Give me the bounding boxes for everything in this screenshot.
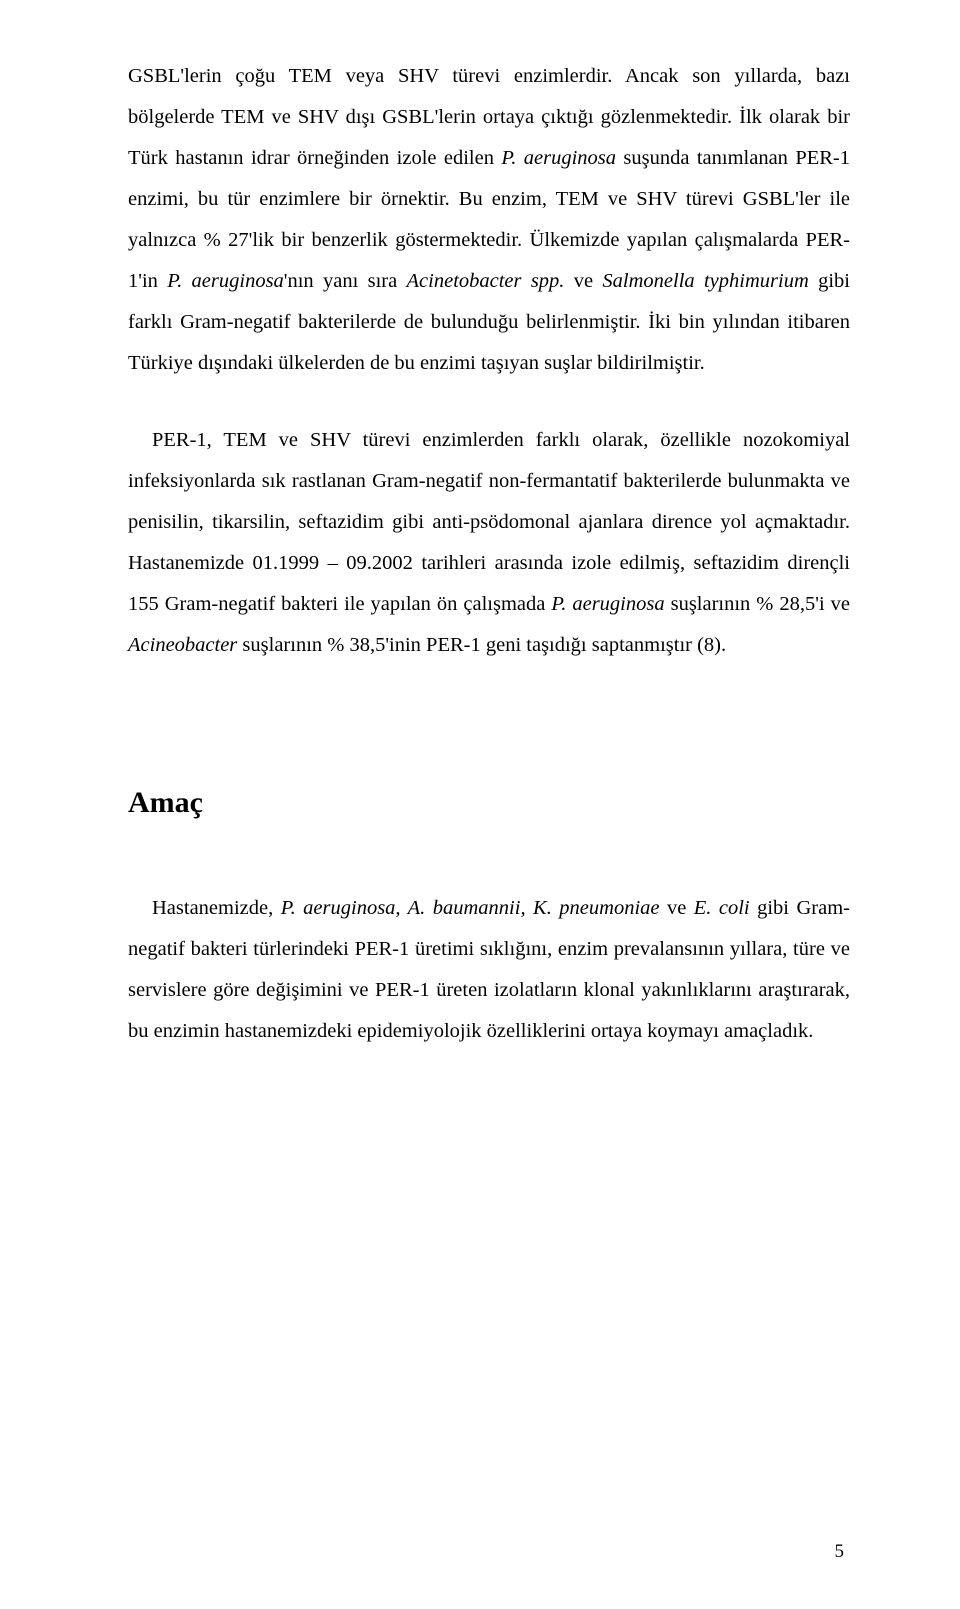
text-run: 'nın yanı sıra	[284, 270, 407, 292]
species-name: Acinetobacter spp.	[407, 270, 565, 292]
text-run: PER-1, TEM ve SHV türevi enzimlerden far…	[128, 429, 850, 615]
species-name: Acineobacter	[128, 634, 237, 656]
page-number: 5	[835, 1541, 845, 1563]
species-name: P. aeruginosa, A. baumannii, K. pneumoni…	[281, 897, 660, 919]
text-run: ve	[564, 270, 602, 292]
text-run: ve	[660, 897, 694, 919]
paragraph-1: GSBL'lerin çoğu TEM veya SHV türevi enzi…	[128, 56, 850, 384]
document-page: GSBL'lerin çoğu TEM veya SHV türevi enzi…	[0, 0, 960, 1609]
species-name: E. coli	[694, 897, 750, 919]
section-heading: Amaç	[128, 786, 850, 820]
species-name: P. aeruginosa	[167, 270, 284, 292]
species-name: Salmonella typhimurium	[602, 270, 808, 292]
paragraph-2: PER-1, TEM ve SHV türevi enzimlerden far…	[128, 420, 850, 666]
species-name: P. aeruginosa	[551, 593, 664, 615]
text-run: Hastanemizde,	[152, 897, 281, 919]
species-name: P. aeruginosa	[501, 147, 616, 169]
paragraph-3: Hastanemizde, P. aeruginosa, A. baumanni…	[128, 888, 850, 1052]
text-run: suşlarının % 28,5'i ve	[665, 593, 850, 615]
text-run: suşlarının % 38,5'inin PER-1 geni taşıdı…	[237, 634, 726, 656]
